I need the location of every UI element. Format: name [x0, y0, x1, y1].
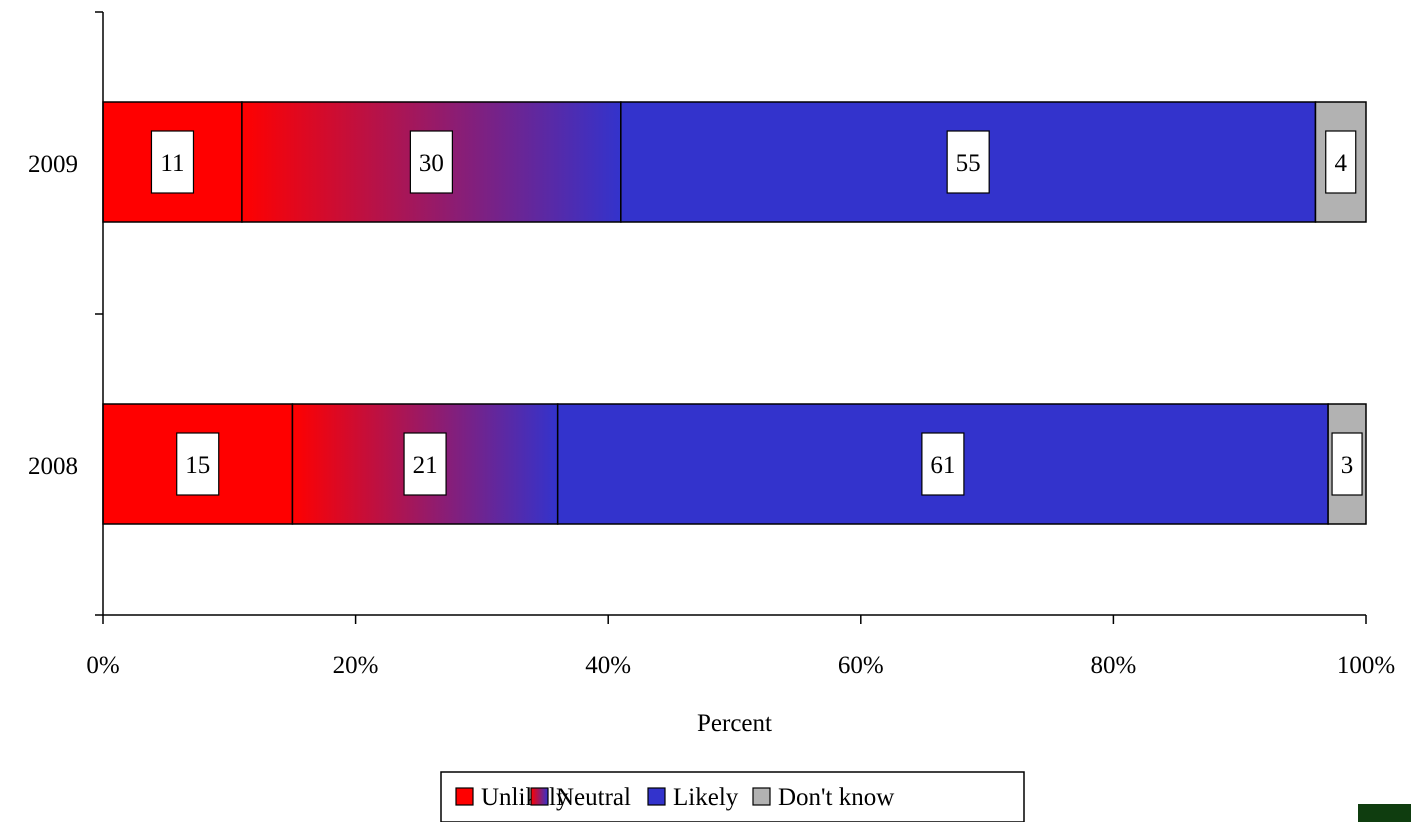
data-label-2009-3: 4 [1334, 150, 1347, 177]
data-label-box [176, 432, 220, 496]
data-labels-layer: 11 30 55 4 15 21 61 3 [150, 130, 1363, 496]
data-label-box [1325, 130, 1357, 194]
legend-label-2: Likely [673, 784, 739, 811]
legend-label-3: Don't know [778, 784, 894, 811]
y-tick-label-2008: 2008 [28, 453, 78, 480]
data-label-2009-0: 11 [160, 150, 184, 177]
data-label-2008-0: 15 [185, 452, 210, 479]
legend-label-0: Unlikely [481, 784, 569, 811]
x-tick-label-2: 40% [585, 652, 631, 679]
data-label-2008-2: 61 [930, 452, 955, 479]
x-axis-title: Percent [697, 710, 772, 737]
legend-label-1: Neutral [556, 784, 631, 811]
legend-swatch-2 [647, 787, 666, 806]
y-tick-label-2009: 2009 [28, 151, 78, 178]
data-label-2009-1: 30 [419, 150, 444, 177]
legend-swatch-0 [455, 787, 474, 806]
data-label-box [921, 432, 965, 496]
data-label-box [403, 432, 447, 496]
data-label-box [946, 130, 990, 194]
data-label-2009-2: 55 [956, 150, 981, 177]
legend-swatch-3 [752, 787, 771, 806]
x-tick-label-3: 60% [838, 652, 884, 679]
corner-badge [1358, 804, 1411, 822]
data-label-box [1331, 432, 1363, 496]
x-tick-label-0: 0% [86, 652, 119, 679]
data-label-box [409, 130, 453, 194]
data-label-2008-1: 21 [413, 452, 438, 479]
data-label-2008-3: 3 [1341, 452, 1354, 479]
x-tick-label-5: 100% [1337, 652, 1395, 679]
legend-swatch-1 [530, 787, 549, 806]
x-tick-label-4: 80% [1090, 652, 1136, 679]
bars-layer [102, 101, 1367, 525]
data-label-box [150, 130, 195, 194]
axes-layer: 2009 2008 0% 20% 40% 60% 80% 100% Percent [28, 11, 1395, 737]
x-tick-label-1: 20% [333, 652, 379, 679]
